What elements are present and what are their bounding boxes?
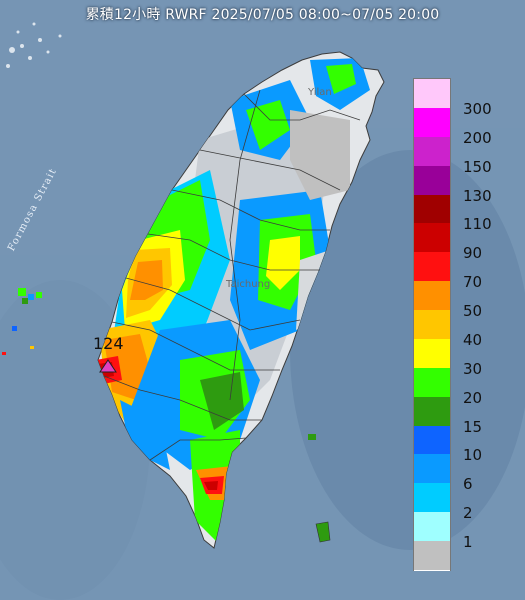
- legend-label-6: 6: [463, 475, 473, 494]
- city-label-center: Taichung: [226, 279, 271, 290]
- legend-label-90: 90: [463, 244, 483, 263]
- city-label-north: Yilan: [308, 87, 332, 98]
- legend-swatch-1: [414, 512, 450, 543]
- legend-label-300: 300: [463, 99, 492, 118]
- legend-label-15: 15: [463, 417, 483, 436]
- legend-label-2: 2: [463, 504, 473, 523]
- legend-swatch-none: [414, 541, 450, 571]
- legend-swatch-6: [414, 454, 450, 485]
- map-title: 累積12小時 RWRF 2025/07/05 08:00~07/05 20:00: [85, 7, 440, 23]
- cloud-specks: [6, 22, 62, 68]
- legend-label-20: 20: [463, 388, 483, 407]
- county-boundaries: [103, 89, 361, 461]
- rainfall-field: [98, 58, 370, 545]
- max-rainfall-value: 124: [93, 334, 124, 353]
- legend-swatch-2: [414, 483, 450, 514]
- legend-label-200: 200: [463, 128, 492, 147]
- legend-label-150: 150: [463, 157, 492, 176]
- legend-label-40: 40: [463, 330, 483, 349]
- legend-label-130: 130: [463, 186, 492, 205]
- legend-swatch-50: [414, 281, 450, 312]
- legend-label-30: 30: [463, 359, 483, 378]
- penghu-islands: [2, 288, 42, 355]
- legend-swatch-10: [414, 425, 450, 456]
- legend-swatch-70: [414, 252, 450, 283]
- legend-swatch-130: [414, 165, 450, 196]
- legend-swatch-30: [414, 338, 450, 369]
- legend-swatch-200: [414, 107, 450, 138]
- max-rainfall-marker: [99, 359, 117, 373]
- legend-label-50: 50: [463, 302, 483, 321]
- legend-swatch-300: [414, 79, 450, 109]
- legend-swatch-20: [414, 367, 450, 398]
- legend-label-70: 70: [463, 273, 483, 292]
- rainfall-legend: [413, 78, 451, 571]
- legend-label-10: 10: [463, 446, 483, 465]
- legend-swatch-150: [414, 136, 450, 167]
- legend-label-1: 1: [463, 533, 473, 552]
- legend-swatch-110: [414, 194, 450, 225]
- green-island: [308, 434, 331, 543]
- legend-label-110: 110: [463, 215, 492, 234]
- legend-swatch-40: [414, 310, 450, 340]
- legend-swatch-90: [414, 223, 450, 254]
- legend-swatch-15: [414, 396, 450, 427]
